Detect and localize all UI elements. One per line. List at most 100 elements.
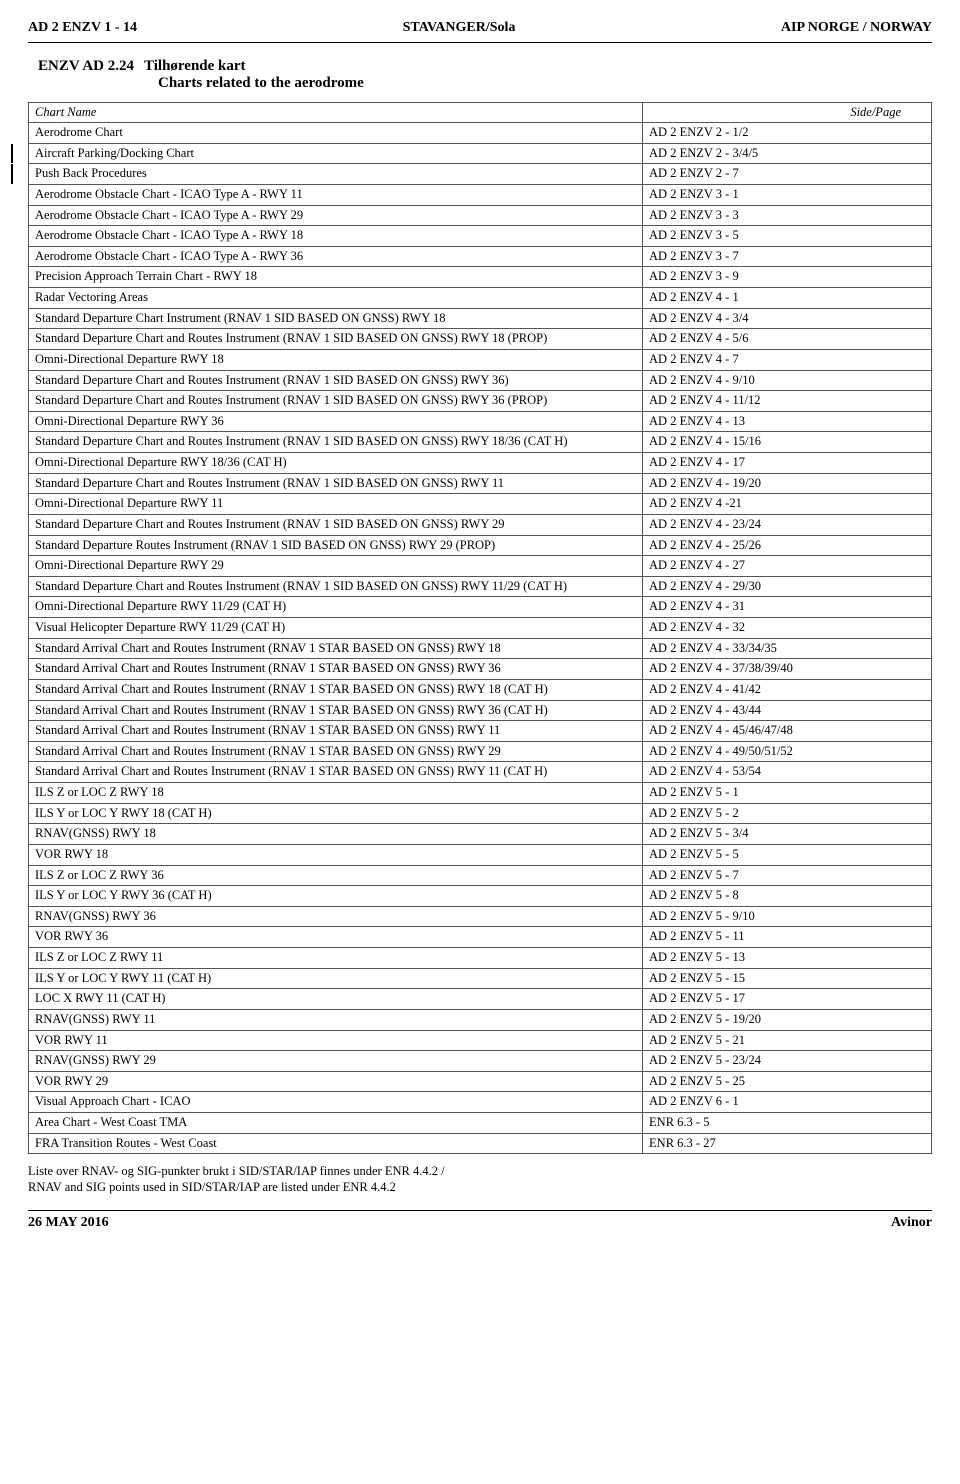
- table-row: Omni-Directional Departure RWY 11AD 2 EN…: [29, 494, 932, 515]
- chart-name-cell: Omni-Directional Departure RWY 11: [29, 494, 643, 515]
- chart-name-cell: LOC X RWY 11 (CAT H): [29, 989, 643, 1010]
- chart-page-cell: AD 2 ENZV 4 - 11/12: [643, 391, 932, 412]
- chart-page-cell: AD 2 ENZV 4 - 37/38/39/40: [643, 659, 932, 680]
- chart-page-cell: AD 2 ENZV 4 - 29/30: [643, 576, 932, 597]
- header-left: AD 2 ENZV 1 - 14: [28, 20, 137, 36]
- chart-page-cell: AD 2 ENZV 5 - 11: [643, 927, 932, 948]
- table-row: Standard Departure Chart and Routes Inst…: [29, 329, 932, 350]
- chart-name-cell: ILS Y or LOC Y RWY 11 (CAT H): [29, 968, 643, 989]
- table-row: ILS Z or LOC Z RWY 18AD 2 ENZV 5 - 1: [29, 783, 932, 804]
- table-row: Standard Departure Chart and Routes Inst…: [29, 370, 932, 391]
- table-row: RNAV(GNSS) RWY 18AD 2 ENZV 5 - 3/4: [29, 824, 932, 845]
- chart-page-cell: AD 2 ENZV 4 - 25/26: [643, 535, 932, 556]
- chart-page-cell: AD 2 ENZV 4 - 43/44: [643, 700, 932, 721]
- chart-name-cell: Standard Departure Chart Instrument (RNA…: [29, 308, 643, 329]
- chart-page-cell: AD 2 ENZV 5 - 25: [643, 1071, 932, 1092]
- chart-name-cell: VOR RWY 11: [29, 1030, 643, 1051]
- chart-name-cell: VOR RWY 36: [29, 927, 643, 948]
- chart-page-cell: AD 2 ENZV 5 - 21: [643, 1030, 932, 1051]
- charts-table: Chart Name Side/Page Aerodrome ChartAD 2…: [28, 102, 932, 1154]
- chart-name-cell: RNAV(GNSS) RWY 29: [29, 1051, 643, 1072]
- chart-page-cell: AD 2 ENZV 4 - 13: [643, 411, 932, 432]
- chart-page-cell: AD 2 ENZV 4 - 7: [643, 349, 932, 370]
- table-header-row: Chart Name Side/Page: [29, 103, 932, 123]
- chart-name-cell: ILS Z or LOC Z RWY 18: [29, 783, 643, 804]
- table-row: RNAV(GNSS) RWY 29AD 2 ENZV 5 - 23/24: [29, 1051, 932, 1072]
- section-heading: ENZV AD 2.24 Tilhørende kart Charts rela…: [28, 57, 932, 92]
- chart-page-cell: AD 2 ENZV 2 - 3/4/5: [643, 143, 932, 164]
- chart-page-cell: AD 2 ENZV 5 - 15: [643, 968, 932, 989]
- chart-name-cell: ILS Z or LOC Z RWY 11: [29, 948, 643, 969]
- chart-page-cell: AD 2 ENZV 4 - 32: [643, 618, 932, 639]
- chart-name-cell: Aerodrome Obstacle Chart - ICAO Type A -…: [29, 184, 643, 205]
- chart-name-cell: Standard Departure Chart and Routes Inst…: [29, 432, 643, 453]
- chart-name-cell: Visual Helicopter Departure RWY 11/29 (C…: [29, 618, 643, 639]
- chart-name-cell: Aircraft Parking/Docking Chart: [29, 143, 643, 164]
- chart-name-cell: Standard Departure Chart and Routes Inst…: [29, 473, 643, 494]
- table-row: Standard Arrival Chart and Routes Instru…: [29, 659, 932, 680]
- chart-name-cell: Standard Departure Chart and Routes Inst…: [29, 576, 643, 597]
- chart-page-cell: AD 2 ENZV 5 - 19/20: [643, 1009, 932, 1030]
- chart-page-cell: AD 2 ENZV 4 - 49/50/51/52: [643, 741, 932, 762]
- chart-name-cell: Omni-Directional Departure RWY 29: [29, 556, 643, 577]
- table-row: Standard Arrival Chart and Routes Instru…: [29, 721, 932, 742]
- chart-page-cell: AD 2 ENZV 3 - 5: [643, 226, 932, 247]
- chart-page-cell: AD 2 ENZV 4 - 41/42: [643, 679, 932, 700]
- table-row: Aerodrome Obstacle Chart - ICAO Type A -…: [29, 226, 932, 247]
- chart-page-cell: AD 2 ENZV 5 - 23/24: [643, 1051, 932, 1072]
- chart-name-cell: Omni-Directional Departure RWY 18/36 (CA…: [29, 453, 643, 474]
- chart-page-cell: AD 2 ENZV 4 - 45/46/47/48: [643, 721, 932, 742]
- table-row: ILS Z or LOC Z RWY 36AD 2 ENZV 5 - 7: [29, 865, 932, 886]
- col-header-name: Chart Name: [29, 103, 643, 123]
- section-title-no: Tilhørende kart: [144, 58, 246, 75]
- table-row: Visual Helicopter Departure RWY 11/29 (C…: [29, 618, 932, 639]
- chart-page-cell: AD 2 ENZV 2 - 1/2: [643, 123, 932, 144]
- table-row: VOR RWY 18AD 2 ENZV 5 - 5: [29, 844, 932, 865]
- chart-name-cell: VOR RWY 18: [29, 844, 643, 865]
- chart-name-cell: Omni-Directional Departure RWY 36: [29, 411, 643, 432]
- table-row: LOC X RWY 11 (CAT H)AD 2 ENZV 5 - 17: [29, 989, 932, 1010]
- table-row: Omni-Directional Departure RWY 36AD 2 EN…: [29, 411, 932, 432]
- chart-page-cell: AD 2 ENZV 4 - 17: [643, 453, 932, 474]
- chart-page-cell: AD 2 ENZV 3 - 7: [643, 246, 932, 267]
- table-row: Aircraft Parking/Docking ChartAD 2 ENZV …: [29, 143, 932, 164]
- chart-name-cell: Omni-Directional Departure RWY 18: [29, 349, 643, 370]
- chart-name-cell: Standard Arrival Chart and Routes Instru…: [29, 721, 643, 742]
- chart-name-cell: RNAV(GNSS) RWY 11: [29, 1009, 643, 1030]
- chart-page-cell: AD 2 ENZV 4 - 19/20: [643, 473, 932, 494]
- chart-page-cell: AD 2 ENZV 2 - 7: [643, 164, 932, 185]
- chart-page-cell: AD 2 ENZV 5 - 7: [643, 865, 932, 886]
- table-row: Push Back ProceduresAD 2 ENZV 2 - 7: [29, 164, 932, 185]
- chart-name-cell: ILS Z or LOC Z RWY 36: [29, 865, 643, 886]
- chart-name-cell: Visual Approach Chart - ICAO: [29, 1092, 643, 1113]
- chart-page-cell: AD 2 ENZV 4 - 3/4: [643, 308, 932, 329]
- table-row: Standard Departure Chart and Routes Inst…: [29, 473, 932, 494]
- footer-right: Avinor: [891, 1215, 932, 1231]
- table-row: Standard Arrival Chart and Routes Instru…: [29, 700, 932, 721]
- table-row: ILS Y or LOC Y RWY 18 (CAT H)AD 2 ENZV 5…: [29, 803, 932, 824]
- table-row: Standard Departure Chart and Routes Inst…: [29, 576, 932, 597]
- chart-page-cell: AD 2 ENZV 4 - 33/34/35: [643, 638, 932, 659]
- chart-name-cell: Area Chart - West Coast TMA: [29, 1113, 643, 1134]
- chart-page-cell: AD 2 ENZV 5 - 5: [643, 844, 932, 865]
- chart-page-cell: AD 2 ENZV 4 - 27: [643, 556, 932, 577]
- chart-page-cell: AD 2 ENZV 4 - 23/24: [643, 514, 932, 535]
- col-header-page: Side/Page: [643, 103, 932, 123]
- chart-page-cell: AD 2 ENZV 5 - 1: [643, 783, 932, 804]
- table-row: ILS Y or LOC Y RWY 11 (CAT H)AD 2 ENZV 5…: [29, 968, 932, 989]
- chart-page-cell: AD 2 ENZV 4 - 53/54: [643, 762, 932, 783]
- page-header: AD 2 ENZV 1 - 14 STAVANGER/Sola AIP NORG…: [28, 20, 932, 43]
- section-title-en: Charts related to the aerodrome: [158, 75, 932, 92]
- chart-name-cell: Standard Departure Chart and Routes Inst…: [29, 329, 643, 350]
- table-row: Omni-Directional Departure RWY 18/36 (CA…: [29, 453, 932, 474]
- chart-page-cell: AD 2 ENZV 4 - 5/6: [643, 329, 932, 350]
- chart-name-cell: Push Back Procedures: [29, 164, 643, 185]
- table-row: Omni-Directional Departure RWY 29AD 2 EN…: [29, 556, 932, 577]
- chart-name-cell: Aerodrome Obstacle Chart - ICAO Type A -…: [29, 246, 643, 267]
- chart-name-cell: Radar Vectoring Areas: [29, 288, 643, 309]
- table-row: ILS Z or LOC Z RWY 11AD 2 ENZV 5 - 13: [29, 948, 932, 969]
- chart-name-cell: VOR RWY 29: [29, 1071, 643, 1092]
- table-row: RNAV(GNSS) RWY 11AD 2 ENZV 5 - 19/20: [29, 1009, 932, 1030]
- table-row: Standard Departure Chart and Routes Inst…: [29, 432, 932, 453]
- table-row: Standard Departure Routes Instrument (RN…: [29, 535, 932, 556]
